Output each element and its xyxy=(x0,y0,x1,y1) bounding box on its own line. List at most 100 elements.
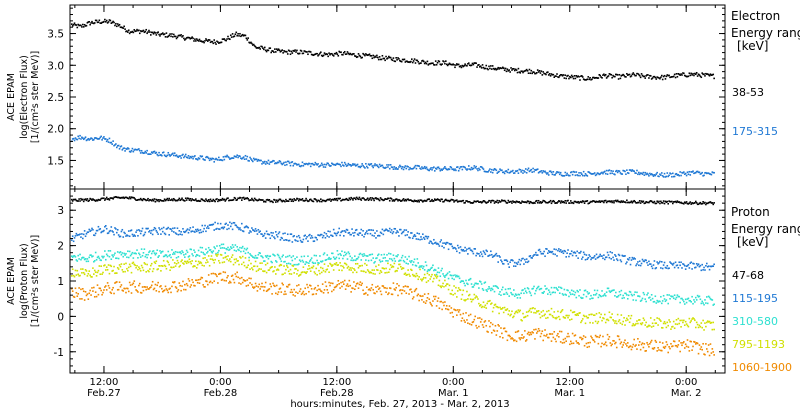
data-point xyxy=(91,227,93,230)
data-point xyxy=(242,34,245,37)
data-point xyxy=(669,347,671,350)
data-point xyxy=(173,262,176,264)
data-point xyxy=(195,158,197,160)
data-point xyxy=(558,171,560,174)
data-point xyxy=(419,265,421,267)
data-point xyxy=(481,167,484,169)
data-point xyxy=(452,63,454,65)
data-point xyxy=(215,253,217,256)
data-point xyxy=(428,242,431,244)
data-point xyxy=(612,170,614,172)
data-point xyxy=(213,280,216,282)
data-point xyxy=(437,297,440,299)
data-point xyxy=(523,292,525,295)
data-point xyxy=(501,332,503,335)
data-point xyxy=(667,74,670,77)
data-point xyxy=(107,250,110,252)
data-point xyxy=(361,234,363,236)
data-point xyxy=(654,339,657,342)
data-point xyxy=(394,198,397,201)
data-point xyxy=(411,269,413,272)
data-point xyxy=(561,309,564,311)
data-point xyxy=(654,202,657,205)
data-point xyxy=(159,198,161,201)
data-point xyxy=(169,199,171,202)
data-point xyxy=(205,198,207,200)
data-point xyxy=(393,262,396,265)
data-point xyxy=(456,199,458,201)
data-point xyxy=(538,70,541,72)
data-point xyxy=(134,235,136,237)
data-point xyxy=(532,287,534,290)
data-point xyxy=(696,203,699,206)
data-point xyxy=(467,283,469,286)
data-point xyxy=(344,198,347,201)
data-point xyxy=(646,172,648,175)
data-point xyxy=(488,169,490,172)
data-point xyxy=(611,172,613,175)
data-point xyxy=(543,334,545,337)
data-point xyxy=(210,158,213,161)
data-point xyxy=(424,277,427,279)
data-point xyxy=(187,261,190,264)
data-point xyxy=(671,175,673,178)
data-point xyxy=(496,199,499,202)
data-point xyxy=(680,297,682,300)
data-point xyxy=(438,245,441,247)
data-point xyxy=(596,289,599,292)
data-point xyxy=(164,285,167,288)
data-point xyxy=(587,76,590,78)
data-point xyxy=(416,59,419,62)
data-point xyxy=(242,279,245,281)
data-point xyxy=(233,249,236,252)
data-point xyxy=(223,198,226,201)
data-point xyxy=(280,236,283,239)
data-point xyxy=(590,335,592,338)
data-point xyxy=(475,324,477,327)
data-point xyxy=(479,305,481,307)
data-point xyxy=(615,346,618,349)
data-point xyxy=(559,74,562,76)
data-point xyxy=(136,149,138,151)
data-point xyxy=(409,288,411,291)
data-point xyxy=(653,174,656,176)
data-point xyxy=(673,266,676,269)
data-point xyxy=(670,76,672,78)
data-point xyxy=(370,163,373,165)
data-point xyxy=(259,230,261,233)
data-point xyxy=(153,252,156,254)
data-point xyxy=(665,201,668,203)
data-point xyxy=(119,197,122,199)
data-point xyxy=(490,68,493,70)
data-point xyxy=(350,196,352,199)
data-point xyxy=(388,252,390,255)
data-point xyxy=(350,53,352,56)
data-point xyxy=(221,261,224,264)
data-point xyxy=(114,252,116,255)
data-point xyxy=(581,174,584,177)
data-point xyxy=(552,171,555,173)
data-point xyxy=(102,21,104,24)
data-point xyxy=(652,301,655,303)
data-point xyxy=(394,289,397,291)
data-point xyxy=(482,168,485,170)
data-point xyxy=(195,230,198,233)
data-point xyxy=(426,237,429,240)
data-point xyxy=(93,234,95,236)
data-point xyxy=(241,255,244,258)
data-point xyxy=(340,281,342,284)
data-point xyxy=(583,289,586,292)
data-point xyxy=(118,23,121,26)
data-point xyxy=(234,273,237,275)
data-point xyxy=(347,265,350,268)
data-point xyxy=(413,166,416,168)
data-point xyxy=(390,258,393,260)
data-point xyxy=(408,168,410,171)
data-point xyxy=(232,35,235,38)
data-point xyxy=(362,197,364,199)
data-point xyxy=(594,334,597,337)
data-point xyxy=(639,202,642,204)
data-point xyxy=(644,259,647,261)
data-point xyxy=(607,254,610,256)
data-point xyxy=(366,294,369,296)
